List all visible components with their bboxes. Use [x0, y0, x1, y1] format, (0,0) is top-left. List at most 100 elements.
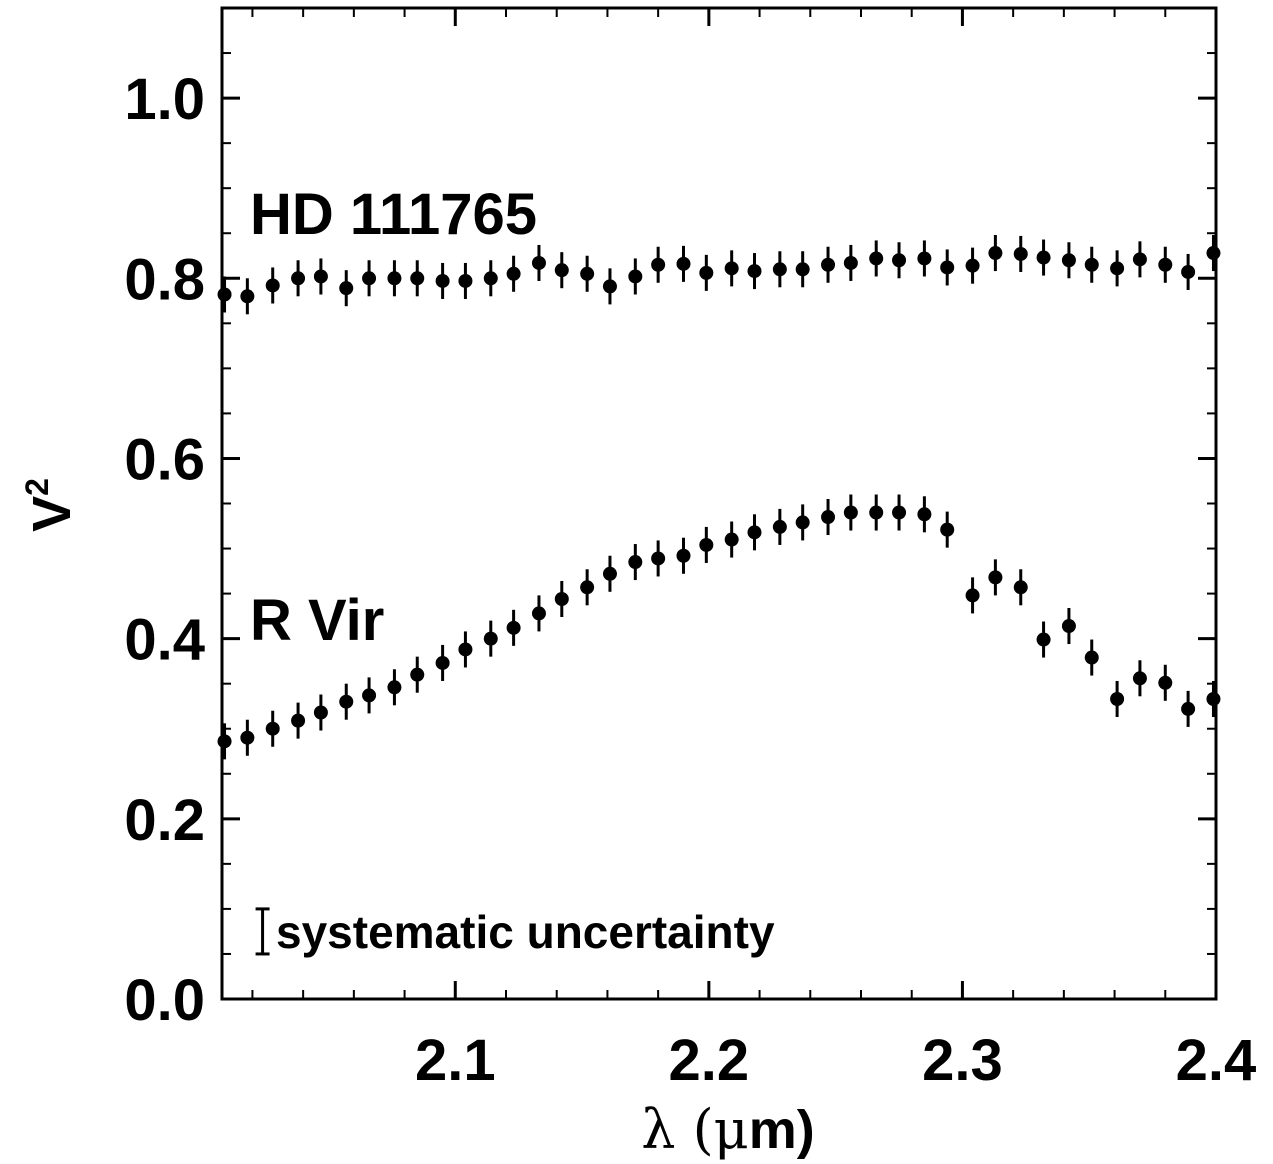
data-point — [602, 566, 617, 581]
data-point — [747, 525, 762, 540]
x-axis-lambda: λ — [641, 1098, 675, 1161]
data-point — [458, 642, 473, 657]
data-point — [435, 273, 450, 288]
data-point — [362, 271, 377, 286]
data-point — [892, 253, 907, 268]
data-point — [1132, 671, 1147, 686]
data-point — [1206, 246, 1221, 261]
data-point — [1036, 632, 1051, 647]
data-point — [483, 271, 498, 286]
data-point — [506, 620, 521, 635]
x-axis-unit-open: ( — [675, 1098, 713, 1161]
x-axis-unit-mu: μ — [714, 1098, 749, 1161]
data-point — [602, 279, 617, 294]
data-point — [821, 510, 836, 525]
data-point — [531, 255, 546, 270]
data-point — [313, 705, 328, 720]
data-point — [821, 257, 836, 272]
data-point — [240, 289, 255, 304]
data-point — [291, 713, 306, 728]
data-point — [410, 667, 425, 682]
data-point — [651, 551, 666, 566]
data-point — [1181, 264, 1196, 279]
data-point — [483, 631, 498, 646]
data-point — [217, 734, 232, 749]
data-point — [580, 266, 595, 281]
data-point — [1181, 701, 1196, 716]
y-tick-label: 0.0 — [124, 968, 205, 1033]
data-point — [362, 688, 377, 703]
data-point — [291, 271, 306, 286]
data-point — [869, 251, 884, 266]
data-point — [435, 655, 450, 670]
data-point — [531, 606, 546, 621]
data-point — [240, 730, 255, 745]
data-point — [1206, 691, 1221, 706]
y-tick-label: 0.8 — [124, 247, 205, 312]
data-point — [1061, 619, 1076, 634]
data-point — [724, 261, 739, 276]
y-axis-title: V2 — [19, 478, 82, 532]
data-point — [772, 519, 787, 534]
data-point — [1158, 675, 1173, 690]
y-axis-base: V — [22, 496, 82, 532]
plot-frame — [220, 6, 1218, 1001]
data-point — [917, 251, 932, 266]
data-point — [843, 255, 858, 270]
data-point — [988, 246, 1003, 261]
data-point — [554, 591, 569, 606]
data-point — [1110, 691, 1125, 706]
y-axis-superscript: 2 — [19, 478, 55, 496]
data-point — [506, 266, 521, 281]
data-point — [724, 532, 739, 547]
data-point — [217, 287, 232, 302]
data-point — [917, 507, 932, 522]
data-point — [772, 262, 787, 277]
data-point — [1110, 261, 1125, 276]
data-point — [387, 680, 402, 695]
data-point — [628, 555, 643, 570]
data-point — [795, 262, 810, 277]
y-tick-label: 0.2 — [124, 788, 205, 853]
data-point — [699, 537, 714, 552]
x-axis-unit-rest: m) — [749, 1100, 815, 1160]
data-point — [628, 269, 643, 284]
data-point — [1061, 253, 1076, 268]
data-point — [940, 260, 955, 275]
data-point — [676, 548, 691, 563]
x-tick-label: 2.3 — [922, 1028, 1003, 1093]
y-tick-label: 1.0 — [124, 67, 205, 132]
rvir-series-label: R Vir — [250, 588, 384, 653]
data-point — [1084, 650, 1099, 665]
data-point — [1013, 580, 1028, 595]
x-axis-title: λ (μm) — [641, 1098, 815, 1161]
data-point — [1013, 246, 1028, 261]
data-point — [580, 580, 595, 595]
data-point — [651, 257, 666, 272]
data-point — [965, 258, 980, 273]
data-point — [1132, 252, 1147, 267]
data-point — [892, 505, 907, 520]
data-point — [458, 273, 473, 288]
data-point — [988, 570, 1003, 585]
x-tick-label: 2.2 — [669, 1028, 750, 1093]
systematic-uncertainty-label: systematic uncertainty — [276, 906, 775, 958]
data-point — [410, 271, 425, 286]
data-point — [339, 281, 354, 296]
y-tick-label: 0.6 — [124, 427, 205, 492]
data-point — [747, 264, 762, 279]
data-point — [843, 505, 858, 520]
tick-labels: 2.1 2.2 2.3 2.4 0.0 0.2 0.4 0.6 0.8 1.0 — [124, 67, 1256, 1093]
data-point — [265, 721, 280, 736]
y-tick-label: 0.4 — [124, 608, 205, 673]
data-point — [387, 271, 402, 286]
data-point — [313, 269, 328, 284]
data-point — [1084, 257, 1099, 272]
hd-series-label: HD 111765 — [250, 182, 537, 247]
data-point — [940, 522, 955, 537]
systematic-uncertainty-bar — [255, 907, 270, 956]
data-point — [676, 256, 691, 271]
data-point — [795, 515, 810, 530]
